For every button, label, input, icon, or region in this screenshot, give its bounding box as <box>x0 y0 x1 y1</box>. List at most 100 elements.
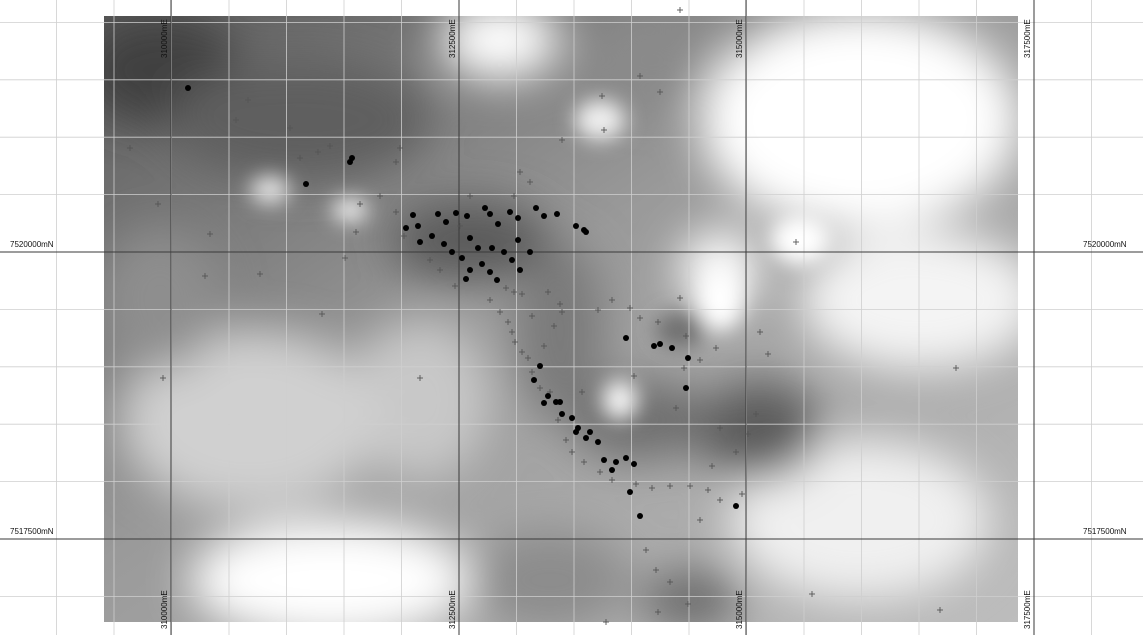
sample-cross <box>655 609 661 615</box>
sample-dot <box>507 209 513 215</box>
sample-cross <box>327 143 333 149</box>
sample-cross <box>579 389 585 395</box>
sample-cross <box>717 425 723 431</box>
sample-dot <box>501 249 507 255</box>
sample-cross <box>753 411 759 417</box>
sample-dot <box>527 249 533 255</box>
sample-dot <box>303 181 309 187</box>
sample-cross <box>207 231 213 237</box>
sample-dot <box>417 239 423 245</box>
sample-dot <box>449 249 455 255</box>
sample-dot <box>185 85 191 91</box>
sample-cross <box>677 7 683 13</box>
sample-cross <box>511 289 517 295</box>
sample-dot <box>531 377 537 383</box>
easting-label-bottom-310000: 310000mE <box>160 590 169 629</box>
sample-cross <box>541 343 547 349</box>
sample-dot <box>464 213 470 219</box>
sample-cross <box>127 145 133 151</box>
sample-dot <box>475 245 481 251</box>
sample-cross <box>609 297 615 303</box>
sample-cross <box>525 355 531 361</box>
sample-dot <box>537 363 543 369</box>
sample-cross <box>655 319 661 325</box>
northing-label-left-7520000: 7520000mN <box>10 240 54 249</box>
sample-dot <box>583 435 589 441</box>
northing-label-right-7517500: 7517500mN <box>1083 527 1127 536</box>
sample-cross <box>509 329 515 335</box>
sample-cross <box>497 309 503 315</box>
sample-dot <box>613 459 619 465</box>
sample-dot <box>557 399 563 405</box>
sample-cross <box>653 567 659 573</box>
sample-cross <box>667 483 673 489</box>
sample-cross <box>315 149 321 155</box>
sample-dot <box>467 267 473 273</box>
sample-cross <box>765 351 771 357</box>
sample-cross <box>683 333 689 339</box>
sample-cross <box>697 357 703 363</box>
sample-cross <box>202 273 208 279</box>
sample-dot <box>609 467 615 473</box>
sample-cross <box>437 267 443 273</box>
sample-cross <box>551 323 557 329</box>
sample-dot <box>623 455 629 461</box>
sample-cross <box>529 313 535 319</box>
sample-dot <box>587 429 593 435</box>
sample-cross <box>529 369 535 375</box>
sample-dot <box>515 237 521 243</box>
sample-cross <box>557 301 563 307</box>
sample-cross <box>581 459 587 465</box>
sample-dots <box>185 85 739 519</box>
sample-cross <box>353 229 359 235</box>
sample-cross <box>673 405 679 411</box>
sample-cross <box>667 579 673 585</box>
sample-dot <box>489 245 495 251</box>
sample-cross <box>319 311 325 317</box>
sample-dot <box>467 235 473 241</box>
sample-cross <box>401 233 407 239</box>
sample-dot <box>685 355 691 361</box>
easting-label-bottom-317500: 317500mE <box>1023 590 1032 629</box>
sample-dot <box>410 212 416 218</box>
easting-label-top-312500: 312500mE <box>448 19 457 58</box>
sample-cross <box>563 437 569 443</box>
sample-cross <box>519 291 525 297</box>
sample-cross <box>487 297 493 303</box>
sample-dot <box>494 277 500 283</box>
easting-label-bottom-312500: 312500mE <box>448 590 457 629</box>
sample-dot <box>515 215 521 221</box>
sample-dot <box>573 223 579 229</box>
sample-cross <box>705 487 711 493</box>
easting-label-top-315000: 315000mE <box>735 19 744 58</box>
sample-cross <box>245 97 251 103</box>
sample-cross <box>505 319 511 325</box>
sample-dot <box>453 210 459 216</box>
sample-dot <box>533 205 539 211</box>
sample-cross <box>555 417 561 423</box>
sample-cross <box>637 315 643 321</box>
shaded-surface <box>104 16 1018 622</box>
sample-cross <box>342 255 348 261</box>
sample-cross <box>569 449 575 455</box>
sample-cross <box>457 223 463 229</box>
sample-cross <box>517 169 523 175</box>
sample-cross <box>609 477 615 483</box>
sample-cross <box>257 271 263 277</box>
sample-dot <box>595 439 601 445</box>
sample-cross <box>397 145 403 151</box>
sample-dot <box>631 461 637 467</box>
sample-cross <box>377 193 383 199</box>
sample-cross <box>677 295 683 301</box>
sample-dot <box>463 276 469 282</box>
sample-dot <box>575 425 581 431</box>
sample-cross <box>427 257 433 263</box>
sample-dot <box>429 233 435 239</box>
sample-dot <box>683 385 689 391</box>
sample-dot <box>482 205 488 211</box>
sample-dot <box>541 213 547 219</box>
sample-cross <box>649 485 655 491</box>
sample-cross <box>793 239 799 245</box>
sample-dot <box>435 211 441 217</box>
